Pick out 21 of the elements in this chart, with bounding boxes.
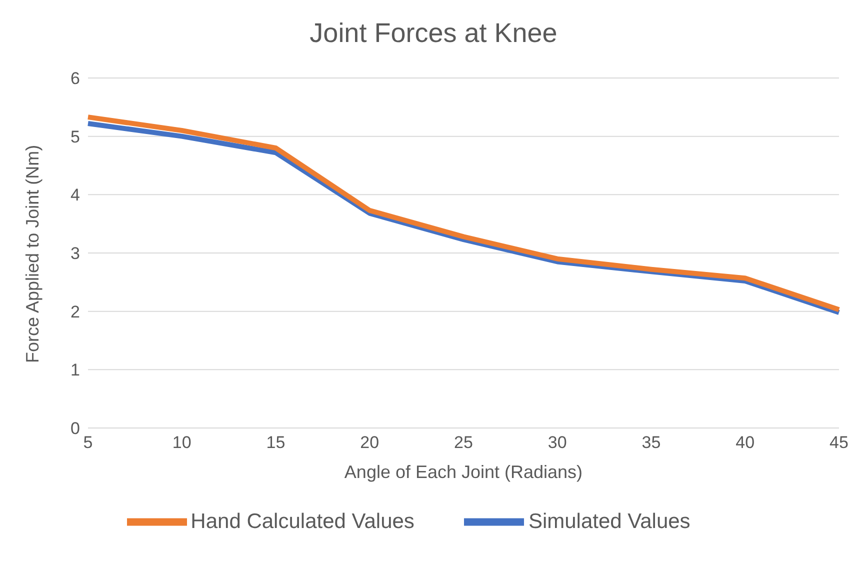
x-tick-label: 40 xyxy=(736,433,755,452)
x-tick-label: 45 xyxy=(830,433,848,452)
x-tick-label: 30 xyxy=(548,433,567,452)
y-axis-title: Force Applied to Joint (Nm) xyxy=(22,144,42,363)
x-tick-label: 10 xyxy=(172,433,192,452)
x-axis-title: Angle of Each Joint (Radians) xyxy=(344,462,583,482)
legend-label: Simulated Values xyxy=(528,510,690,533)
chart-title: Joint Forces at Knee xyxy=(308,17,558,50)
y-tick-label: 3 xyxy=(70,244,80,264)
x-tick-label: 25 xyxy=(454,433,473,452)
y-tick-label: 5 xyxy=(70,127,80,146)
y-tick-label: 0 xyxy=(70,419,80,438)
y-tick-label: 4 xyxy=(70,186,80,205)
y-tick-label: 1 xyxy=(70,360,80,380)
x-tick-label: 5 xyxy=(83,433,93,452)
y-tick-label: 2 xyxy=(70,302,80,322)
x-tick-label: 20 xyxy=(360,433,380,452)
x-tick-label: 15 xyxy=(266,433,286,452)
legend-label: Hand Calculated Values xyxy=(190,510,414,533)
y-tick-label: 6 xyxy=(70,69,80,88)
x-tick-label: 35 xyxy=(642,433,661,452)
